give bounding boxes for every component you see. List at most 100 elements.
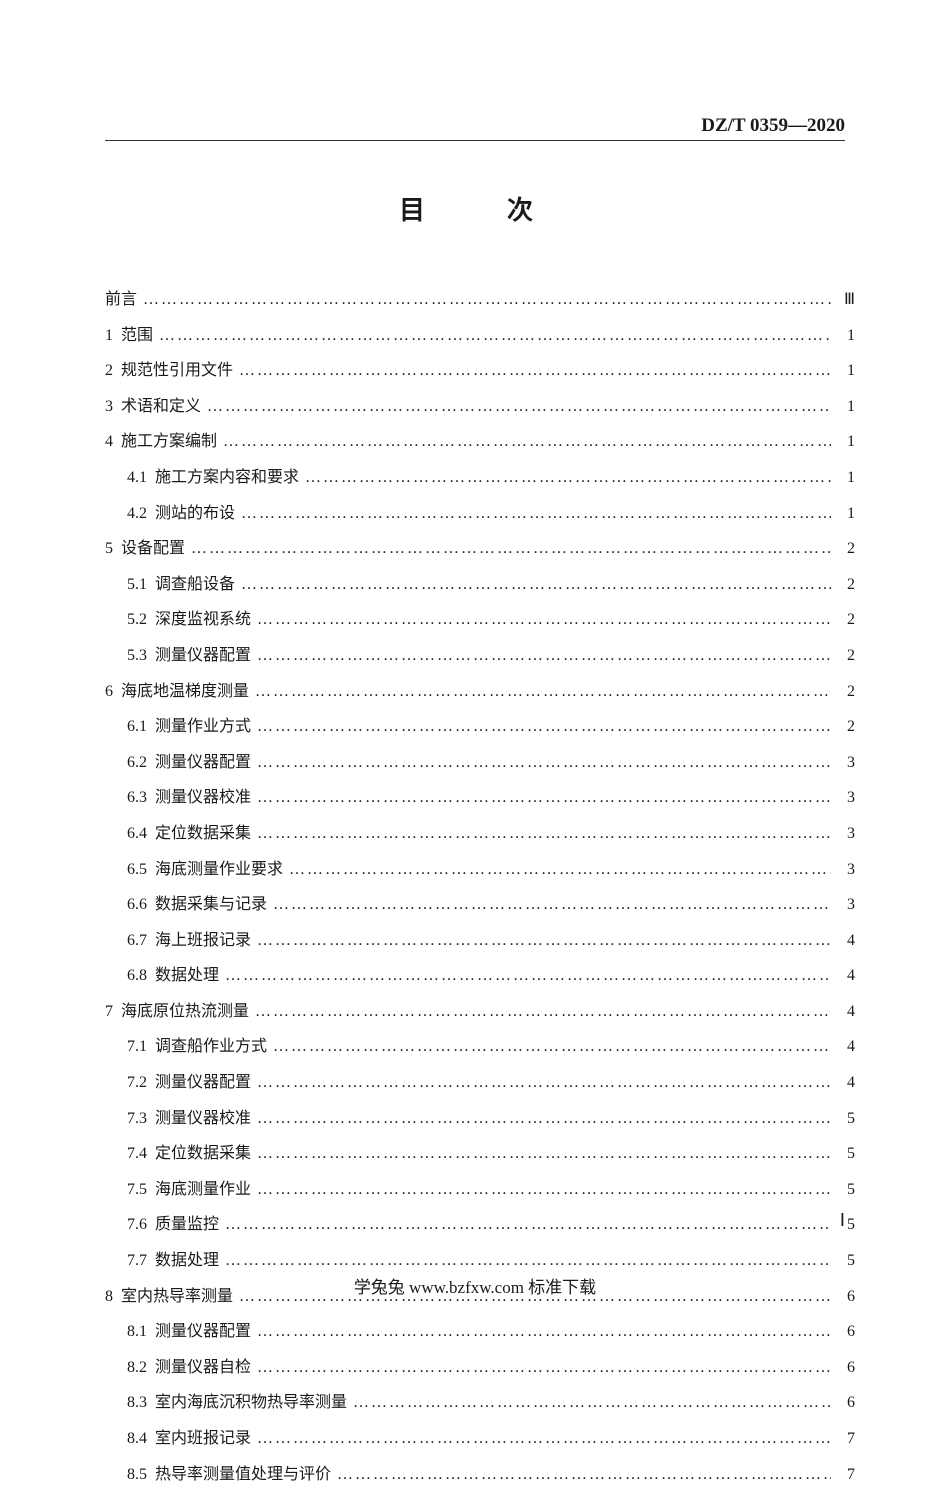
toc-entry: 2 规范性引用文件……………………………………………………………………………………… — [105, 358, 855, 384]
toc-entry: 4施工方案编制………………………………………………………………………………………… — [105, 429, 855, 455]
toc-entry-page: 4 — [837, 1070, 855, 1096]
toc-entry: 前言……………………………………………………………………………………………………… — [105, 287, 855, 313]
toc-leader-dots: …………………………………………………………………………………………………………… — [257, 821, 831, 847]
toc-entry: 8.5热导率测量值处理与评价……………………………………………………………………… — [127, 1462, 855, 1487]
toc-entry-page: 4 — [837, 928, 855, 954]
toc-entry-page: 3 — [837, 857, 855, 883]
toc-entry-text: 术语和定义 — [121, 394, 201, 420]
toc-entry-page: 4 — [837, 963, 855, 989]
toc-entry-number: 7 — [105, 999, 113, 1025]
toc-entry: 7 海底原位热流测量…………………………………………………………………………………… — [105, 999, 855, 1025]
toc-entry-text: 测量作业方式 — [155, 714, 251, 740]
toc-entry-number: 7.1 — [127, 1034, 147, 1060]
toc-entry: 3术语和定义…………………………………………………………………………………………… — [105, 394, 855, 420]
toc-entry-number: 6 — [105, 679, 113, 705]
toc-entry-page: 2 — [837, 714, 855, 740]
toc-entry: 8.3室内海底沉积物热导率测量…………………………………………………………………… — [127, 1390, 855, 1416]
toc-entry-page: 2 — [837, 536, 855, 562]
toc-entry-number: 7.5 — [127, 1177, 147, 1203]
toc-entry-page: 2 — [837, 679, 855, 705]
toc-entry-number: 6.7 — [127, 928, 147, 954]
toc-entry-text: 质量监控 — [155, 1212, 219, 1238]
toc-entry-text: 范围 — [121, 323, 153, 349]
toc-entry-number: 5.1 — [127, 572, 147, 598]
toc-entry-number: 7.7 — [127, 1248, 147, 1274]
toc-entry-page: 1 — [837, 323, 855, 349]
toc-entry-text: 施工方案编制 — [121, 429, 217, 455]
toc-entry-number: 5 — [105, 536, 113, 562]
toc-leader-dots: …………………………………………………………………………………………………………… — [207, 394, 831, 420]
toc-entry: 4.2 测站的布设……………………………………………………………………………………… — [127, 501, 855, 527]
toc-entry-number: 8.2 — [127, 1355, 147, 1381]
toc-entry-number: 6.3 — [127, 785, 147, 811]
toc-leader-dots: …………………………………………………………………………………………………………… — [257, 1355, 831, 1381]
toc-leader-dots: …………………………………………………………………………………………………………… — [257, 785, 831, 811]
toc-entry-number: 7.2 — [127, 1070, 147, 1096]
toc-entry: 7.3测量仪器校准…………………………………………………………………………………… — [127, 1106, 855, 1132]
toc-entry-text: 海底测量作业要求 — [155, 857, 283, 883]
toc-entry: 6.3 测量仪器校准…………………………………………………………………………………… — [127, 785, 855, 811]
toc-entry: 7.1调查船作业方式………………………………………………………………………………… — [127, 1034, 855, 1060]
toc-entry-text: 数据处理 — [155, 1248, 219, 1274]
toc-entry-text: 施工方案内容和要求 — [155, 465, 299, 491]
toc-entry-number: 6.1 — [127, 714, 147, 740]
document-code: DZ/T 0359—2020 — [701, 115, 845, 137]
toc-entry-page: 1 — [837, 429, 855, 455]
toc-entry-page: 6 — [837, 1319, 855, 1345]
toc-entry-text: 测量仪器校准 — [155, 785, 251, 811]
toc-leader-dots: …………………………………………………………………………………………………………… — [257, 1426, 831, 1452]
toc-leader-dots: …………………………………………………………………………………………………………… — [337, 1462, 831, 1487]
toc-entry-number: 7.3 — [127, 1106, 147, 1132]
toc-entry: 7.6 质量监控………………………………………………………………………………………… — [127, 1212, 855, 1238]
toc-entry-number: 6.4 — [127, 821, 147, 847]
toc-entry-number: 8.4 — [127, 1426, 147, 1452]
toc-entry: 5.2深度监视系统…………………………………………………………………………………… — [127, 607, 855, 633]
toc-leader-dots: …………………………………………………………………………………………………………… — [257, 1070, 831, 1096]
toc-entry-page: Ⅲ — [837, 287, 855, 313]
toc-leader-dots: …………………………………………………………………………………………………………… — [257, 1141, 831, 1167]
toc-entry: 6.2测量仪器配置…………………………………………………………………………………… — [127, 750, 855, 776]
toc-entry: 4.1施工方案内容和要求…………………………………………………………………………… — [127, 465, 855, 491]
toc-entry: 6.8数据处理………………………………………………………………………………………… — [127, 963, 855, 989]
toc-entry: 8.4 室内班报记录…………………………………………………………………………………… — [127, 1426, 855, 1452]
toc-entry-text: 数据处理 — [155, 963, 219, 989]
toc-leader-dots: …………………………………………………………………………………………………………… — [257, 607, 831, 633]
toc-entry: 7.7 数据处理………………………………………………………………………………………… — [127, 1248, 855, 1274]
toc-entry-page: 5 — [837, 1141, 855, 1167]
toc-leader-dots: …………………………………………………………………………………………………………… — [273, 1034, 831, 1060]
toc-entry: 8.2测量仪器自检…………………………………………………………………………………… — [127, 1355, 855, 1381]
toc-entry-number: 6.6 — [127, 892, 147, 918]
toc-leader-dots: …………………………………………………………………………………………………………… — [225, 1248, 831, 1274]
toc-entry-text: 规范性引用文件 — [121, 358, 233, 384]
toc-entry-number: 2 — [105, 358, 113, 384]
toc-entry-text: 室内班报记录 — [155, 1426, 251, 1452]
toc-leader-dots: …………………………………………………………………………………………………………… — [225, 1212, 831, 1238]
toc-entry-text: 设备配置 — [121, 536, 185, 562]
toc-entry: 5.1调查船设备……………………………………………………………………………………… — [127, 572, 855, 598]
toc-entry-number: 4.1 — [127, 465, 147, 491]
toc-entry-number: 5.3 — [127, 643, 147, 669]
toc-leader-dots: …………………………………………………………………………………………………………… — [223, 429, 831, 455]
toc-entry: 6.1测量作业方式…………………………………………………………………………………… — [127, 714, 855, 740]
toc-leader-dots: …………………………………………………………………………………………………………… — [257, 643, 831, 669]
toc-entry-text: 数据采集与记录 — [155, 892, 267, 918]
toc-entry-text: 前言 — [105, 287, 137, 313]
toc-entry-page: 5 — [837, 1177, 855, 1203]
table-of-contents: 前言 ……………………………………………………………………………………………………… — [105, 287, 855, 1487]
toc-entry: 1范围…………………………………………………………………………………………………… — [105, 323, 855, 349]
toc-entry-text: 测站的布设 — [155, 501, 235, 527]
toc-entry-text: 深度监视系统 — [155, 607, 251, 633]
toc-entry-text: 热导率测量值处理与评价 — [155, 1462, 331, 1487]
toc-entry-number: 7.6 — [127, 1212, 147, 1238]
toc-leader-dots: …………………………………………………………………………………………………………… — [255, 999, 831, 1025]
toc-leader-dots: …………………………………………………………………………………………………………… — [239, 358, 831, 384]
toc-entry-text: 海底原位热流测量 — [121, 999, 249, 1025]
toc-leader-dots: …………………………………………………………………………………………………………… — [273, 892, 831, 918]
toc-leader-dots: …………………………………………………………………………………………………………… — [289, 857, 831, 883]
toc-entry-page: 2 — [837, 572, 855, 598]
toc-entry-page: 3 — [837, 785, 855, 811]
toc-entry-number: 4.2 — [127, 501, 147, 527]
toc-leader-dots: …………………………………………………………………………………………………………… — [241, 501, 831, 527]
toc-entry-text: 测量仪器配置 — [155, 643, 251, 669]
toc-entry-page: 4 — [837, 1034, 855, 1060]
